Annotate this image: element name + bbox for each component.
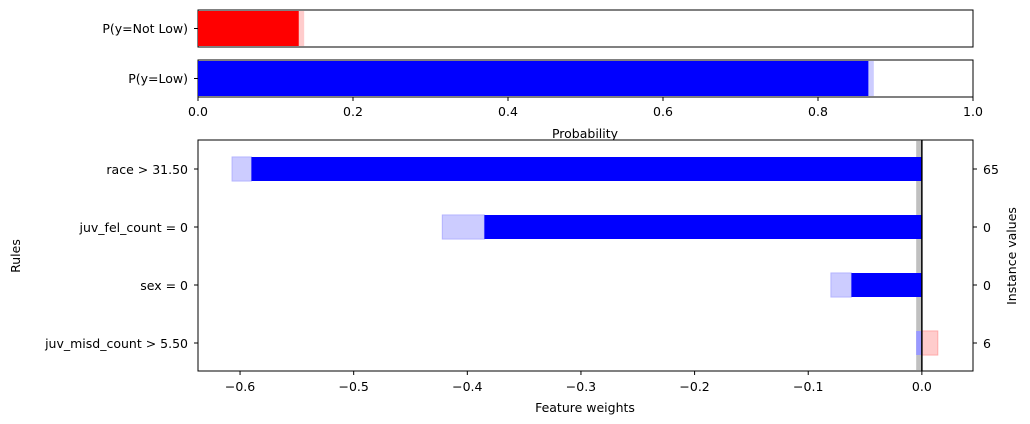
prob-x-tick-label: 0.2 [343,104,363,119]
prob-x-tick-label: 0.4 [498,104,518,119]
prob-category-label-1: P(y=Low) [128,71,188,86]
fw-interval-pos-3 [921,330,939,356]
rule-label-2: sex = 0 [140,278,188,293]
prob-x-tick-label: 1.0 [963,104,983,119]
fw-x-tick-label: −0.5 [339,379,369,394]
prob-bar-value-1 [198,61,869,96]
prob-x-tick-label: 0.8 [808,104,828,119]
instance-value-0: 65 [983,162,999,177]
fw-x-tick-label: −0.6 [225,379,255,394]
fw-interval-neg-0 [231,156,252,182]
fw-x-axis-title: Feature weights [535,400,635,415]
fw-bar-0 [251,157,922,181]
fw-x-tick-label: −0.2 [679,379,709,394]
zero-band [916,141,922,370]
fw-x-tick-label: 0.0 [912,379,932,394]
probability-panel: P(y=Not Low) P(y=Low) 0.0 0.2 0.4 0.6 0.8 1.0… [102,9,983,141]
instance-value-1: 0 [983,220,991,235]
fw-interval-neg-2 [830,272,852,298]
fw-y-axis-title: Rules [8,239,23,273]
fw-bar-2 [851,273,922,297]
prob-x-tick-label: 0.6 [653,104,673,119]
instance-value-2: 0 [983,278,991,293]
prob-x-axis-title: Probability [552,126,619,141]
fw-x-tick-label: −0.3 [566,379,596,394]
prob-top-frame [197,9,974,48]
fw-y2-axis-title: Instance values [1004,207,1019,305]
rule-label-0: race > 31.50 [106,162,188,177]
feature-weights-panel: race > 31.50 juv_fel_count = 0 sex = 0 j… [8,139,1019,415]
rule-label-3: juv_misd_count > 5.50 [44,336,188,351]
rule-label-1: juv_fel_count = 0 [79,220,189,235]
fw-x-tick-label: −0.1 [793,379,823,394]
fw-frame [197,139,974,372]
instance-value-3: 6 [983,336,991,351]
fw-interval-neg-1 [441,214,485,240]
fw-bar-3 [916,331,922,355]
prob-bar-value-0 [198,11,299,46]
fw-x-tick-label: −0.4 [452,379,482,394]
prob-category-label-0: P(y=Not Low) [102,21,188,36]
prob-x-tick-label: 0.0 [188,104,208,119]
fw-bar-1 [484,215,922,239]
